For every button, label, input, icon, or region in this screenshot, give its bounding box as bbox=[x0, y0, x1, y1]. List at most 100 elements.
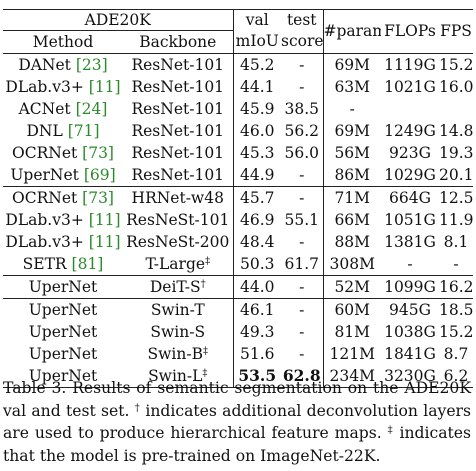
fps-cell: 8.7 bbox=[443, 345, 469, 363]
params-cell: 60M bbox=[322, 298, 381, 321]
miou-cell: 44.0 bbox=[232, 275, 281, 299]
table-row: OCRNet [73] ResNet-101 45.3 56.0 56M 923G 19.3 bbox=[3, 142, 473, 164]
method-cell: ACNet [24] bbox=[3, 98, 123, 120]
method-name: UperNet bbox=[28, 278, 98, 296]
flops-cell bbox=[381, 98, 439, 120]
backbone-name: ResNet-101 bbox=[131, 122, 225, 140]
method-name: UperNet bbox=[28, 323, 98, 341]
backbone-header: Backbone bbox=[123, 30, 233, 54]
table-row: UperNet Swin-L‡ 53.5 62.8 234M 3230G 6.2 bbox=[3, 365, 473, 388]
params-cell: 52M bbox=[322, 275, 381, 299]
table-row: UperNet Swin-B‡ 51.6-121M 1841G 8.7 bbox=[3, 343, 473, 365]
method-cell: UperNet [69] bbox=[3, 164, 123, 187]
backbone-name: Swin-S bbox=[150, 323, 206, 341]
method-name: DLab.v3+ bbox=[5, 233, 84, 251]
citation-link[interactable]: [24] bbox=[75, 100, 108, 118]
flops-header: FLOPs bbox=[381, 9, 439, 54]
params-cell: 121M bbox=[322, 343, 381, 365]
table-row: DLab.v3+ [11] ResNet-101 44.1-63M 1021G 16.0 bbox=[3, 76, 473, 98]
backbone-cell: ResNet-101 bbox=[123, 98, 233, 120]
test-cell: - bbox=[299, 301, 305, 319]
params-cell: 81M bbox=[322, 321, 381, 343]
test-cell: - bbox=[299, 56, 305, 74]
method-cell: DLab.v3+ [11] bbox=[3, 76, 123, 98]
params-cell: 69M bbox=[322, 120, 381, 142]
backbone-cell: Swin-L‡ bbox=[123, 365, 233, 388]
backbone-footnote-mark: ‡ bbox=[202, 368, 208, 379]
flops-cell: 3230G bbox=[381, 365, 439, 388]
miou-cell: 45.3 bbox=[232, 142, 281, 164]
method-cell: DLab.v3+ [11] bbox=[3, 231, 123, 253]
table-row: DNL [71] ResNet-101 46.0 56.2 69M 1249G 14.8 bbox=[3, 120, 473, 142]
params-header: #param. bbox=[322, 9, 381, 54]
table-row: DLab.v3+ [11] ResNeSt-200 48.4-88M 1381G 8.1 bbox=[3, 231, 473, 253]
backbone-cell: ResNet-101 bbox=[123, 120, 233, 142]
test-cell: - bbox=[299, 189, 305, 207]
dataset-header: ADE20K bbox=[3, 9, 233, 31]
test-cell: 56.0 bbox=[284, 144, 319, 162]
table-header: ADE20K val test #param. FLOPs FPS Method… bbox=[3, 9, 473, 54]
method-cell: OCRNet [73] bbox=[3, 187, 123, 210]
backbone-name: Swin-B bbox=[147, 345, 203, 363]
table-row: OCRNet [73] HRNet-w48 45.7-71M 664G 12.5 bbox=[3, 186, 473, 210]
params-cell: 63M bbox=[322, 76, 381, 98]
miou-cell: 44.1 bbox=[232, 76, 281, 98]
table-row: UperNet [69] ResNet-101 44.9-86M 1029G 20.1 bbox=[3, 164, 473, 187]
citation-link[interactable]: [23] bbox=[75, 56, 108, 74]
fps-cell: 15.2 bbox=[439, 56, 473, 74]
test-cell: 62.8 bbox=[281, 365, 323, 388]
flops-cell: 664G bbox=[389, 189, 431, 207]
flops-cell: - bbox=[381, 253, 439, 276]
fps-cell: 6.2 bbox=[439, 365, 473, 388]
table-body: DANet [23] ResNet-101 45.2-69M 1119G 15.2 DLa… bbox=[3, 53, 473, 388]
backbone-cell: ResNet-101 bbox=[123, 164, 233, 187]
fps-cell: 16.2 bbox=[439, 275, 473, 299]
fps-cell: 20.1 bbox=[439, 164, 473, 187]
flops-cell: 1038G bbox=[384, 323, 436, 341]
citation-link[interactable]: [71] bbox=[67, 122, 100, 140]
miou-header-top: val bbox=[232, 9, 281, 31]
method-cell: OCRNet [73] bbox=[3, 142, 123, 164]
caption-ddagger: ‡ bbox=[387, 425, 394, 436]
table-row: DLab.v3+ [11] ResNeSt-101 46.9 55.1 66M 1051G… bbox=[3, 209, 473, 231]
citation-link[interactable]: [11] bbox=[88, 78, 121, 96]
backbone-cell: ResNet-101 bbox=[123, 76, 233, 98]
method-header: Method bbox=[3, 30, 123, 54]
flops-cell: 1021G bbox=[384, 78, 436, 96]
backbone-footnote-mark: ‡ bbox=[205, 256, 211, 267]
table-caption: Table 3. Results of semantic segmentatio… bbox=[3, 377, 471, 467]
backbone-cell: ResNeSt-101 bbox=[123, 209, 233, 231]
params-cell: 66M bbox=[322, 209, 381, 231]
test-header-bottom: score bbox=[281, 30, 323, 54]
citation-link[interactable]: [11] bbox=[88, 233, 121, 251]
params-cell: 69M bbox=[322, 53, 381, 76]
flops-cell: 945G bbox=[389, 301, 431, 319]
backbone-name: ResNet-101 bbox=[131, 78, 225, 96]
method-name: UperNet bbox=[28, 301, 98, 319]
backbone-name: Swin-L bbox=[148, 367, 203, 385]
citation-link[interactable]: [81] bbox=[71, 255, 104, 273]
citation-link[interactable]: [11] bbox=[88, 211, 121, 229]
backbone-name: ResNet-101 bbox=[131, 100, 225, 118]
miou-cell: 46.1 bbox=[232, 298, 281, 321]
test-cell: - bbox=[299, 78, 305, 96]
flops-cell: 1381G bbox=[384, 233, 436, 251]
citation-link[interactable]: [73] bbox=[82, 189, 114, 207]
method-name: DNL bbox=[26, 122, 63, 140]
results-table: ADE20K val test #param. FLOPs FPS Method… bbox=[3, 9, 473, 388]
backbone-name: ResNet-101 bbox=[131, 144, 225, 162]
method-cell: UperNet bbox=[3, 299, 123, 322]
miou-cell: 46.9 bbox=[232, 209, 281, 231]
citation-link[interactable]: [69] bbox=[83, 166, 116, 184]
method-name: DLab.v3+ bbox=[5, 78, 84, 96]
fps-cell: 16.0 bbox=[439, 78, 473, 96]
method-name: OCRNet bbox=[12, 144, 78, 162]
method-cell: UperNet bbox=[3, 321, 123, 343]
citation-link[interactable]: [73] bbox=[82, 144, 114, 162]
backbone-cell: DeiT-S† bbox=[123, 275, 233, 299]
test-cell: - bbox=[299, 233, 305, 251]
backbone-footnote-mark: † bbox=[200, 279, 206, 290]
miou-cell: 44.9 bbox=[232, 164, 281, 187]
caption-dagger: † bbox=[134, 402, 141, 414]
test-cell: 38.5 bbox=[284, 100, 319, 118]
